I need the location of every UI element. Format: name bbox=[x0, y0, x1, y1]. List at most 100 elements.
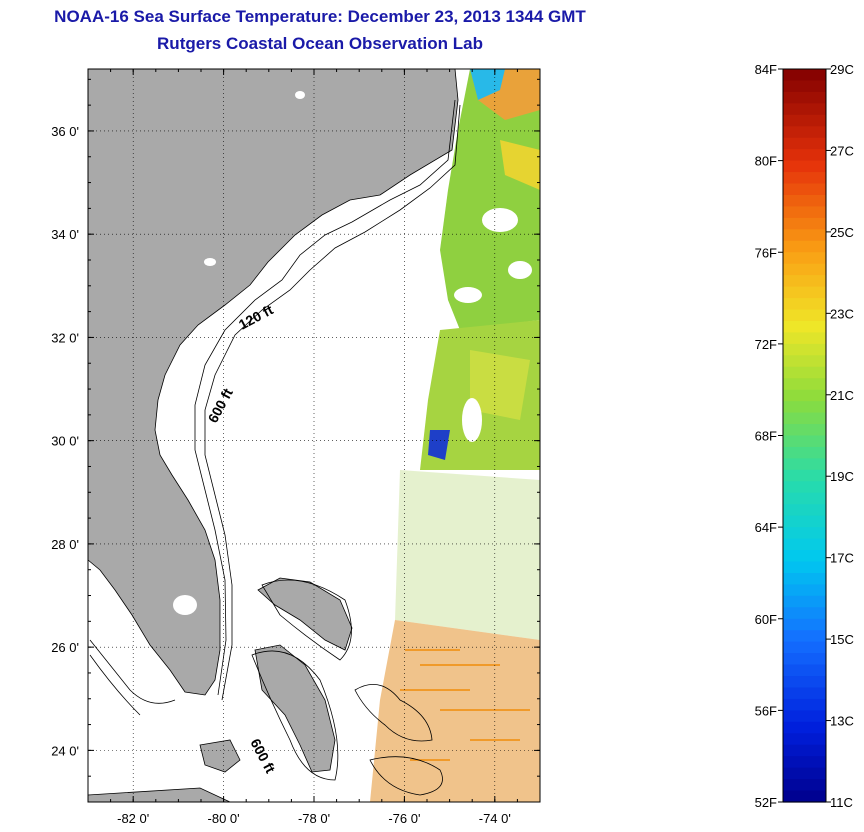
colorbar-segment bbox=[783, 252, 826, 265]
colorbar-segment bbox=[783, 183, 826, 196]
colorbar-segment bbox=[783, 653, 826, 666]
colorbar-label-celsius: 13C bbox=[830, 714, 854, 729]
contour-label-600ft-north: 600 ft bbox=[205, 385, 236, 425]
contour-label-120ft: 120 ft bbox=[236, 301, 276, 332]
colorbar-segment bbox=[783, 229, 826, 242]
colorbar-segment bbox=[783, 320, 826, 334]
colorbar-segment bbox=[783, 206, 826, 219]
colorbar-label-celsius: 19C bbox=[830, 469, 854, 484]
colorbar-segment bbox=[783, 401, 826, 414]
colorbar-segment bbox=[783, 676, 826, 689]
temperature-colorbar: 84F 80F 76F 72F 68F 64F 60F 56F 52F 29C 27C 25C 23C 2… bbox=[755, 62, 854, 810]
colorbar-segment bbox=[783, 80, 826, 93]
colorbar-segment bbox=[783, 504, 826, 517]
colorbar-segment bbox=[783, 332, 826, 345]
colorbar-segment bbox=[783, 561, 826, 574]
colorbar-label-fahrenheit: 52F bbox=[755, 795, 777, 810]
lon-tick-label: -78 0' bbox=[298, 811, 330, 826]
colorbar-segment bbox=[783, 687, 826, 700]
colorbar-segment bbox=[783, 527, 826, 540]
lat-tick-label: 26 0' bbox=[51, 640, 79, 655]
colorbar-segment bbox=[783, 91, 826, 104]
sst-swath bbox=[370, 69, 540, 802]
colorbar-label-celsius: 15C bbox=[830, 632, 854, 647]
colorbar-segment bbox=[783, 584, 826, 597]
lon-tick-label: -80 0' bbox=[208, 811, 240, 826]
colorbar-segment bbox=[783, 240, 826, 253]
colorbar-segment bbox=[783, 698, 826, 711]
colorbar-label-fahrenheit: 80F bbox=[755, 154, 777, 169]
colorbar-segment bbox=[783, 607, 826, 620]
colorbar-segment bbox=[783, 309, 826, 322]
colorbar-segment bbox=[783, 172, 826, 185]
colorbar-segment bbox=[783, 137, 826, 150]
lat-tick-label: 30 0' bbox=[51, 434, 79, 449]
colorbar-label-celsius: 17C bbox=[830, 551, 854, 566]
colorbar-segment bbox=[783, 446, 826, 460]
colorbar-segment bbox=[783, 217, 826, 230]
lat-tick-label: 34 0' bbox=[51, 227, 79, 242]
colorbar-segment bbox=[783, 492, 826, 505]
colorbar-label-fahrenheit: 68F bbox=[755, 429, 777, 444]
lon-tick-label: -76 0' bbox=[388, 811, 420, 826]
colorbar-label-fahrenheit: 60F bbox=[755, 612, 777, 627]
colorbar-segment bbox=[783, 343, 826, 356]
colorbar-segment bbox=[783, 721, 826, 734]
colorbar-segment bbox=[783, 435, 826, 448]
colorbar-segment bbox=[783, 550, 826, 563]
lat-tick-label: 24 0' bbox=[51, 743, 79, 758]
colorbar-segment bbox=[783, 515, 826, 528]
map-axis-ticks: -82 0' -80 0' -78 0' -76 0' -74 0' 36 0' 34 0'… bbox=[51, 69, 541, 826]
colorbar-segment bbox=[783, 756, 826, 769]
colorbar-segment bbox=[783, 572, 826, 585]
colorbar-segment bbox=[783, 618, 826, 631]
colorbar-segment bbox=[783, 126, 826, 139]
colorbar-segment bbox=[783, 366, 826, 379]
colorbar-segment bbox=[783, 412, 826, 425]
colorbar-segment bbox=[783, 779, 826, 792]
colorbar-segment bbox=[783, 664, 826, 677]
lon-tick-label: -82 0' bbox=[117, 811, 149, 826]
lon-tick-label: -74 0' bbox=[479, 811, 511, 826]
colorbar-segment bbox=[783, 458, 826, 471]
colorbar-segment bbox=[783, 790, 826, 803]
colorbar-label-celsius: 29C bbox=[830, 62, 854, 77]
colorbar-segment bbox=[783, 149, 826, 162]
colorbar-segment bbox=[783, 194, 826, 208]
colorbar-segment bbox=[783, 114, 826, 127]
colorbar-segment bbox=[783, 733, 826, 746]
colorbar-segment bbox=[783, 378, 826, 391]
colorbar-segment bbox=[783, 389, 826, 402]
lat-tick-label: 32 0' bbox=[51, 330, 79, 345]
colorbar-segment bbox=[783, 641, 826, 654]
colorbar-segment bbox=[783, 481, 826, 494]
colorbar-segment bbox=[783, 744, 826, 757]
colorbar-label-celsius: 23C bbox=[830, 306, 854, 321]
colorbar-segment bbox=[783, 424, 826, 437]
bathymetry-contours bbox=[89, 99, 461, 796]
landmass bbox=[87, 68, 459, 803]
colorbar-label-celsius: 27C bbox=[830, 143, 854, 158]
colorbar-label-celsius: 21C bbox=[830, 388, 854, 403]
colorbar-label-fahrenheit: 64F bbox=[755, 520, 777, 535]
colorbar-segment bbox=[783, 595, 826, 608]
colorbar-segment bbox=[783, 355, 826, 368]
colorbar-label-fahrenheit: 72F bbox=[755, 337, 777, 352]
colorbar-segment bbox=[783, 263, 826, 276]
map-subtitle: Rutgers Coastal Ocean Observation Lab bbox=[157, 34, 483, 53]
colorbar-label-fahrenheit: 76F bbox=[755, 245, 777, 260]
colorbar-segment bbox=[783, 538, 826, 551]
colorbar-label-fahrenheit: 56F bbox=[755, 703, 777, 718]
contour-label-600ft-south: 600 ft bbox=[247, 736, 278, 776]
colorbar-segment bbox=[783, 298, 826, 311]
colorbar-label-celsius: 11C bbox=[830, 795, 853, 810]
colorbar-segment bbox=[783, 103, 826, 116]
colorbar-segment bbox=[783, 275, 826, 288]
map-title: NOAA-16 Sea Surface Temperature: Decembe… bbox=[54, 7, 586, 26]
colorbar-label-celsius: 25C bbox=[830, 225, 854, 240]
lat-tick-label: 36 0' bbox=[51, 124, 79, 139]
colorbar-segment bbox=[783, 286, 826, 299]
colorbar-segment bbox=[783, 69, 826, 82]
colorbar-segment bbox=[783, 469, 826, 482]
